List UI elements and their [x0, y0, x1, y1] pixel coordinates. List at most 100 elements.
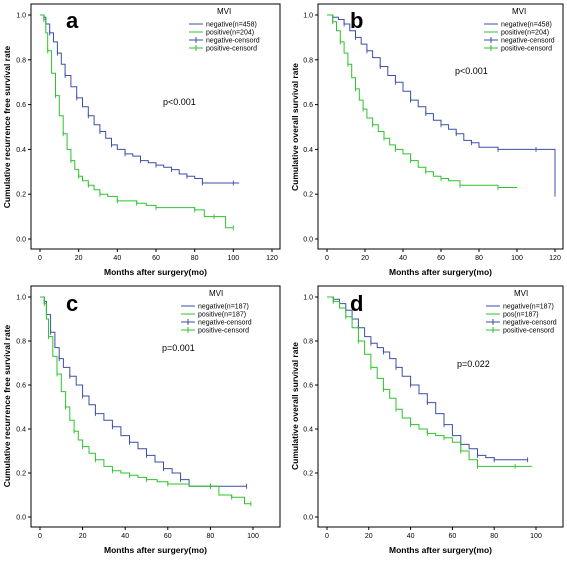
legend: MVI negative(n=187)positive(n=187)negativ…	[181, 289, 252, 335]
x-tick-label: 100	[530, 533, 542, 540]
legend: MVI negative(n=187)pos(n=187)negative-cen…	[486, 289, 557, 335]
y-axis-label: Cumulative overall survival rate	[290, 342, 300, 470]
series-line-negative	[40, 14, 240, 184]
x-tick-label: 80	[490, 533, 498, 540]
series-line-positive	[40, 14, 234, 229]
series-line-negative	[40, 296, 247, 487]
legend-entry: negative(n=187)	[503, 304, 554, 311]
y-tick-label: 0.8	[16, 339, 26, 346]
y-tick-label: 0.0	[16, 237, 26, 244]
y-tick-label: 0.4	[16, 147, 26, 154]
x-tick-label: 0	[38, 255, 42, 262]
panel-letter: b	[350, 8, 363, 33]
y-tick-label: 0.0	[303, 237, 313, 244]
p-value: p=0.001	[162, 343, 195, 353]
x-tick-label: 80	[207, 533, 215, 540]
x-tick-label: 80	[191, 255, 199, 262]
x-axis-label: Months after surgery(mo)	[389, 267, 492, 277]
x-tick-label: 20	[75, 255, 83, 262]
y-tick-label: 0.8	[303, 339, 313, 346]
x-axis-label: Months after surgery(mo)	[389, 545, 492, 555]
y-tick-label: 1.0	[303, 13, 313, 20]
y-axis-label: Cumulative overall survival rate	[290, 63, 300, 191]
y-axis-label: Cumulative recurrence free survival rate	[2, 324, 12, 487]
x-tick-label: 80	[475, 255, 483, 262]
x-tick-label: 100	[247, 533, 259, 540]
x-tick-label: 40	[121, 533, 129, 540]
legend-entry: positive-censord	[206, 46, 257, 53]
panel-a: 0.0 0.2 0.4 0.6 0.8 1.0 0 20 40 60 80 100 120 Months …	[2, 3, 281, 277]
y-tick-label: 1.0	[16, 295, 26, 302]
y-tick-label: 0.2	[16, 471, 26, 478]
legend-entry: negative(n=187)	[198, 304, 249, 311]
x-tick-label: 40	[399, 255, 407, 262]
panel-letter: d	[350, 291, 363, 316]
legend-title: MVI	[512, 7, 526, 16]
legend-entry: positive-censord	[503, 328, 554, 335]
x-tick-label: 60	[437, 255, 445, 262]
y-tick-label: 0.4	[303, 427, 313, 434]
legend-entry: negative-censord	[206, 38, 260, 45]
x-tick-label: 20	[365, 533, 373, 540]
plot-frame	[30, 285, 281, 528]
panel-letter: a	[66, 8, 79, 33]
legend-entry: negative(n=458)	[206, 22, 257, 29]
legend-title: MVI	[217, 7, 231, 16]
legend-entry: pos(n=187)	[503, 312, 539, 319]
legend-entry: negative-censord	[198, 320, 252, 327]
legend-entry: positive-censord	[501, 46, 552, 53]
y-tick-label: 0.8	[303, 57, 313, 64]
x-axis-label: Months after surgery(mo)	[104, 545, 207, 555]
legend-title: MVI	[514, 289, 528, 298]
legend-entry: positive(n=204)	[501, 30, 549, 37]
x-tick-label: 40	[407, 533, 415, 540]
p-value: p=0.022	[457, 359, 490, 369]
legend: MVI negative(n=458)positive(n=204)negativ…	[189, 7, 260, 53]
legend-entry: positive(n=187)	[198, 312, 246, 319]
y-tick-label: 0.0	[16, 515, 26, 522]
p-value: p<0.001	[163, 97, 196, 107]
legend-entry: negative-censord	[503, 320, 557, 327]
legend-entry: positive-censord	[198, 328, 249, 335]
series-line-negative	[327, 14, 556, 195]
x-tick-label: 60	[152, 255, 160, 262]
legend: MVI negative(n=458)positive(n=204)negativ…	[484, 7, 555, 53]
panel-letter: c	[66, 291, 78, 316]
legend-entry: negative-censord	[501, 38, 555, 45]
y-tick-label: 1.0	[303, 295, 313, 302]
y-tick-label: 0.8	[16, 57, 26, 64]
x-tick-label: 100	[511, 255, 523, 262]
y-tick-label: 0.0	[303, 515, 313, 522]
x-tick-label: 120	[266, 255, 278, 262]
x-tick-label: 0	[38, 533, 42, 540]
legend-entry: positive(n=204)	[206, 30, 254, 37]
y-tick-label: 0.2	[303, 471, 313, 478]
y-tick-label: 1.0	[16, 13, 26, 20]
x-tick-label: 20	[79, 533, 87, 540]
y-tick-label: 0.6	[303, 383, 313, 390]
x-tick-label: 60	[164, 533, 172, 540]
x-tick-label: 0	[325, 533, 329, 540]
panel-b: 0.0 0.2 0.4 0.6 0.8 1.0 0 20 40 60 80 100 120 Months …	[290, 3, 564, 277]
y-tick-label: 0.4	[303, 147, 313, 154]
x-tick-label: 20	[361, 255, 369, 262]
p-value: p<0.001	[455, 66, 488, 76]
plot-frame	[30, 3, 281, 250]
x-tick-label: 0	[325, 255, 329, 262]
y-tick-label: 0.4	[16, 427, 26, 434]
y-tick-label: 0.6	[16, 102, 26, 109]
series-line-positive	[327, 296, 532, 467]
y-tick-label: 0.2	[16, 192, 26, 199]
x-tick-label: 120	[549, 255, 561, 262]
x-axis-label: Months after surgery(mo)	[104, 267, 207, 277]
panel-c: 0.0 0.2 0.4 0.6 0.8 1.0 0 20 40 60 80 100 Months aft…	[2, 285, 281, 555]
y-tick-label: 0.6	[16, 383, 26, 390]
legend-entry: negative(n=458)	[501, 22, 552, 29]
x-tick-label: 60	[449, 533, 457, 540]
panel-d: 0.0 0.2 0.4 0.6 0.8 1.0 0 20 40 60 80 100 Months aft…	[290, 285, 564, 555]
x-tick-label: 100	[227, 255, 239, 262]
legend-title: MVI	[209, 289, 223, 298]
y-axis-label: Cumulative recurrence free survival rate	[2, 45, 12, 208]
x-tick-label: 40	[113, 255, 121, 262]
